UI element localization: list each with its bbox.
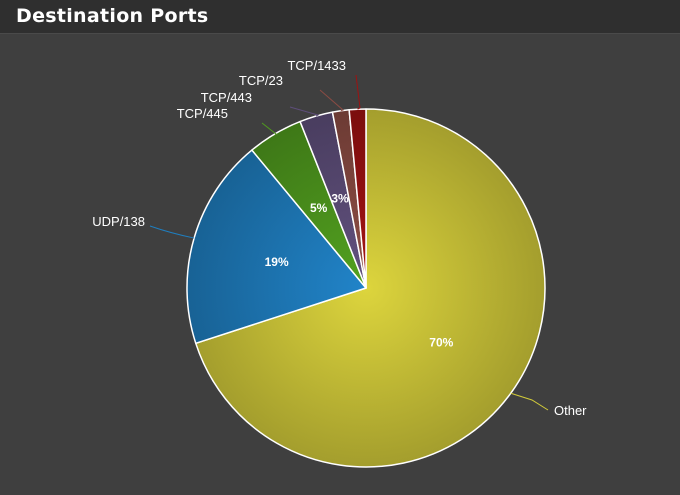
data-label-tcp-443: 3% [331, 192, 349, 206]
connector-udp-138 [149, 225, 195, 239]
panel-title: Destination Ports [16, 5, 209, 27]
category-label-udp-138: UDP/138 [92, 214, 145, 229]
data-label-other: 70% [429, 336, 453, 350]
category-label-tcp-443: TCP/443 [201, 90, 252, 105]
panel-header: Destination Ports [0, 0, 680, 34]
category-label-tcp-1433: TCP/1433 [287, 58, 346, 73]
connector-tcp-1433 [355, 74, 361, 110]
connector-tcp-445 [261, 122, 278, 135]
data-label-tcp-445: 5% [310, 201, 328, 215]
category-label-tcp-445: TCP/445 [177, 106, 228, 121]
connector-tcp-23 [319, 89, 344, 112]
connector-other [510, 392, 549, 411]
pie-slice-other[interactable] [195, 108, 546, 468]
connector-tcp-443 [289, 106, 320, 117]
category-label-other: Other [554, 403, 587, 418]
category-label-tcp-23: TCP/23 [239, 73, 283, 88]
data-label-udp-138: 19% [265, 255, 289, 269]
